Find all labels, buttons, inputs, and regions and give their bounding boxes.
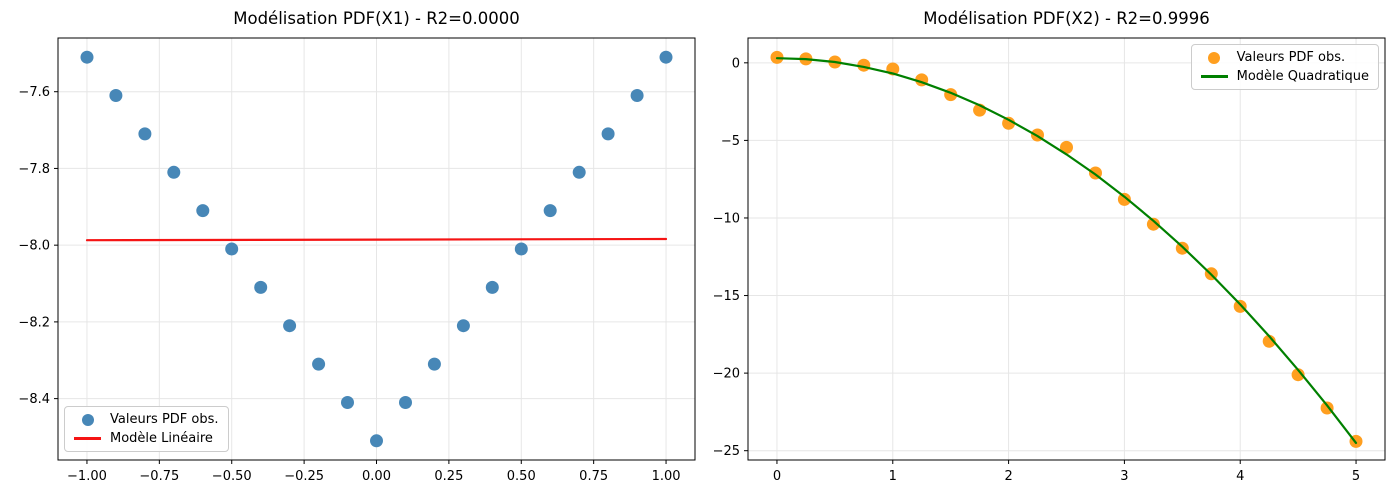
x-tick-label: −1.00 [67,469,107,484]
data-point [109,89,123,102]
data-point [254,280,268,294]
x-tick-label: 2 [1004,469,1012,484]
data-point [456,319,470,333]
data-point [399,396,412,409]
legend-handle [74,413,101,426]
line-marker-icon [1200,75,1228,78]
legend-handle [1200,75,1228,78]
legend-handle [1201,51,1228,64]
x-tick-label: 5 [1352,469,1360,484]
x-tick-label: 1.00 [652,469,681,484]
x-tick-label: 0.75 [579,469,608,484]
legend-label: Valeurs PDF obs. [110,412,219,427]
y-tick-label: 0 [732,56,740,71]
data-point [283,319,297,333]
scatter-marker-icon [1208,51,1221,64]
legend-item: Modèle Quadratique [1200,69,1369,84]
y-tick-label: −8.0 [18,239,50,254]
data-point [167,165,181,179]
data-point [1146,217,1160,231]
data-point [543,204,557,218]
data-point [196,204,210,218]
data-point [341,396,354,409]
x-tick-label: 0 [773,469,781,484]
legend-item: Valeurs PDF obs. [74,412,219,427]
chart2-legend: Valeurs PDF obs. Modèle Quadratique [1190,44,1379,90]
data-point [1060,140,1073,154]
axes-1: −1.00 −0.75 −0.50 −0.25 0.00 0.25 0.50 0.75 1.00… [18,37,696,484]
y-tick-label: −5 [721,134,740,149]
data-point [1291,368,1305,382]
axes-2: 0 1 2 3 4 5 0 −5 −10 −15 −20 −25 [713,37,1386,484]
axes-frame [747,37,1386,461]
data-point [225,242,239,256]
data-point [485,280,499,294]
chart1-title: Modélisation PDF(X1) - R2=0.0000 [233,9,520,28]
data-point [1002,116,1016,130]
chart1-legend: Valeurs PDF obs. Modèle Linéaire [64,406,229,452]
data-point [630,89,644,102]
y-tick-label: −20 [713,367,740,382]
data-point [138,127,152,141]
scatter-marker-icon [81,413,94,426]
data-point [514,242,528,256]
legend-label: Modèle Quadratique [1236,69,1369,84]
data-point [572,165,586,179]
line-marker-icon [74,437,101,440]
x-tick-label: 0.50 [507,469,536,484]
x-tick-label: 1 [889,469,897,484]
data-point [312,357,326,371]
x-tick-label: −0.75 [139,469,179,484]
chart2-title: Modélisation PDF(X2) - R2=0.9996 [923,9,1210,28]
data-point [659,50,673,64]
y-tick-label: −8.2 [18,315,50,330]
y-tick-label: −10 [713,211,740,226]
data-point [1117,192,1131,206]
data-point [370,434,383,448]
x-tick-label: 0.25 [434,469,463,484]
model-line [85,237,668,242]
x-tick-label: 0.00 [362,469,391,484]
y-tick-label: −8.4 [18,392,50,407]
y-tick-label: −25 [713,444,740,459]
y-tick-label: −7.8 [18,162,50,177]
y-tick-label: −15 [713,289,740,304]
legend-item: Modèle Linéaire [74,431,219,446]
legend-label: Valeurs PDF obs. [1236,50,1346,65]
x-tick-label: −0.50 [212,469,252,484]
model-line [775,57,1358,444]
legend-handle [74,437,101,440]
legend-item: Valeurs PDF obs. [1201,50,1369,65]
data-point [80,50,94,64]
x-tick-label: 3 [1120,469,1128,484]
legend-label: Modèle Linéaire [110,431,213,446]
y-tick-label: −7.6 [18,85,50,100]
data-point [1262,334,1276,348]
data-point [1233,299,1247,313]
data-point [601,127,615,141]
x-tick-label: −0.25 [284,469,324,484]
x-tick-label: 4 [1236,469,1244,484]
data-point [427,357,441,371]
